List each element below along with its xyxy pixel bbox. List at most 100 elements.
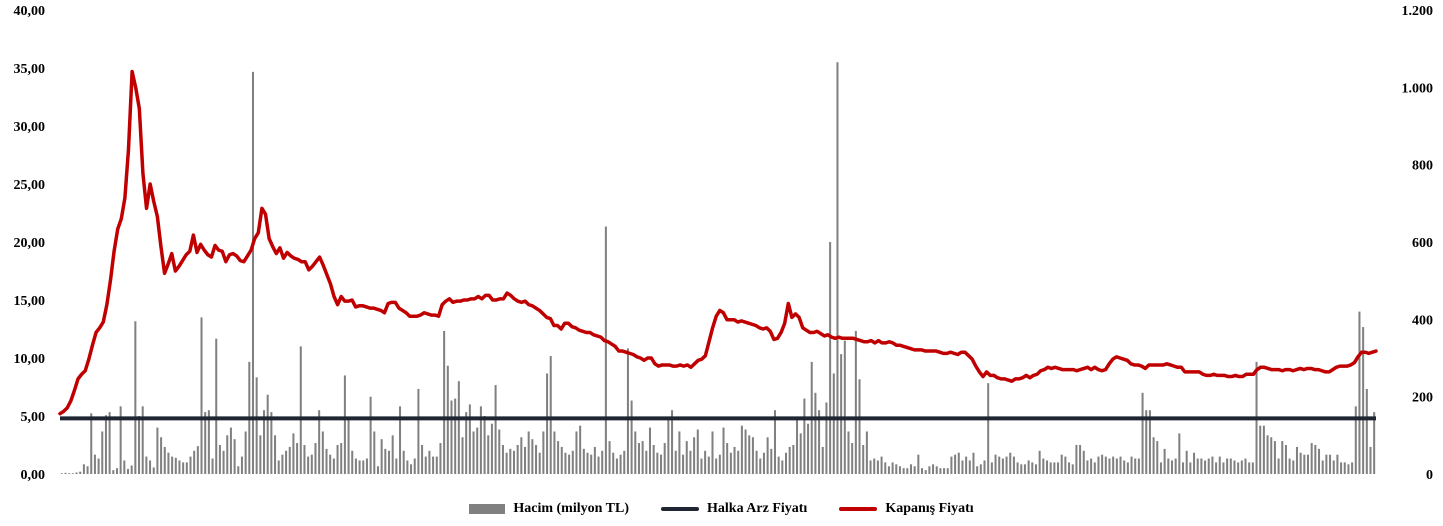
volume-bar <box>130 465 133 474</box>
volume-bar <box>281 454 284 474</box>
volume-bar <box>571 450 574 474</box>
volume-bar <box>362 460 365 474</box>
volume-bar <box>873 458 876 474</box>
volume-bar <box>1075 445 1078 474</box>
volume-bar <box>318 410 321 474</box>
volume-bar <box>902 468 905 474</box>
volume-bar <box>196 446 199 474</box>
left-tick-label: 40,00 <box>14 4 46 19</box>
volume-bar <box>766 437 769 474</box>
volume-bar <box>435 456 438 474</box>
volume-bar <box>755 450 758 474</box>
volume-bar <box>1211 456 1214 474</box>
volume-bar <box>1038 450 1041 474</box>
volume-bar <box>1174 458 1177 474</box>
volume-bar <box>1115 458 1118 474</box>
volume-bar <box>226 435 229 474</box>
volume-bar <box>913 466 916 474</box>
volume-bar <box>1306 454 1309 474</box>
volume-bar <box>454 398 457 474</box>
volume-bar <box>1200 458 1203 474</box>
volume-bar <box>376 466 379 474</box>
volume-bar <box>641 441 644 474</box>
volume-bar <box>1185 450 1188 474</box>
right-tick-label: 400 <box>1412 313 1433 328</box>
volume-bar <box>178 460 181 474</box>
volume-bar <box>604 226 607 474</box>
volume-bar <box>1336 454 1339 474</box>
volume-bar <box>704 450 707 474</box>
volume-bar <box>343 375 346 474</box>
volume-bar <box>553 431 556 474</box>
volume-bar <box>869 460 872 474</box>
volume-bar <box>237 466 240 474</box>
volume-bar <box>917 454 920 474</box>
volume-bar <box>498 429 501 474</box>
volume-bar <box>990 462 993 474</box>
volume-bar <box>512 450 515 474</box>
volume-bar <box>336 445 339 474</box>
volume-bar <box>1141 392 1144 474</box>
volume-bar <box>1288 458 1291 474</box>
closing-price-line <box>58 69 1378 416</box>
volume-bar <box>163 446 166 474</box>
volume-bar <box>898 466 901 474</box>
volume-bar <box>1266 435 1269 474</box>
volume-bar <box>1097 456 1100 474</box>
volume-bar <box>145 456 148 474</box>
volume-bar <box>829 242 832 474</box>
volume-bar <box>1299 452 1302 474</box>
volume-bar <box>1090 458 1093 474</box>
volume-bar <box>413 458 416 474</box>
volume-bar <box>182 462 185 474</box>
volume-bar <box>112 470 115 474</box>
volume-bar <box>586 452 589 474</box>
volume-bar <box>700 458 703 474</box>
volume-bar <box>1101 454 1104 474</box>
volume-bar <box>75 472 78 474</box>
volume-bar <box>1178 433 1181 474</box>
volume-bar <box>1332 460 1335 474</box>
volume-bar <box>909 464 912 474</box>
volume-bar <box>1354 406 1357 474</box>
volume-bar <box>987 383 990 474</box>
volume-bar <box>637 443 640 474</box>
volume-bar <box>90 413 93 474</box>
volume-bar <box>626 348 629 474</box>
volume-bar <box>263 410 266 474</box>
volume-bar <box>1068 462 1071 474</box>
volume-bar <box>1057 462 1060 474</box>
volume-bar <box>101 431 104 474</box>
volume-bar <box>961 460 964 474</box>
volume-bar <box>542 431 545 474</box>
volume-bar <box>476 427 479 474</box>
volume-bar <box>380 439 383 474</box>
volume-bar <box>862 445 865 474</box>
volume-bar <box>1226 458 1229 474</box>
right-tick-label: 800 <box>1412 159 1433 174</box>
left-tick-label: 25,00 <box>14 178 46 193</box>
volume-bar <box>1045 460 1049 474</box>
volume-bar <box>490 423 493 474</box>
volume-bar <box>1325 454 1328 474</box>
volume-bar <box>1104 456 1107 474</box>
volume-bar <box>1358 311 1361 474</box>
volume-bar <box>218 445 221 474</box>
volume-bar <box>965 456 968 474</box>
volume-bar <box>119 406 122 474</box>
volume-bar <box>932 464 935 474</box>
volume-bar <box>115 468 118 474</box>
volume-bar <box>399 406 402 474</box>
volume-bar <box>1233 460 1236 474</box>
volume-bar <box>854 330 857 474</box>
volume-bar <box>803 398 806 474</box>
volume-bar <box>972 452 975 474</box>
volume-bar <box>1248 462 1251 474</box>
volume-bar <box>152 467 155 474</box>
volume-bar <box>998 456 1001 474</box>
legend-label-closing-price: Kapanış Fiyatı <box>885 501 974 516</box>
volume-bar <box>288 446 291 474</box>
volume-bar <box>726 443 729 474</box>
volume-bar <box>1126 462 1129 474</box>
volume-bar <box>134 321 137 474</box>
